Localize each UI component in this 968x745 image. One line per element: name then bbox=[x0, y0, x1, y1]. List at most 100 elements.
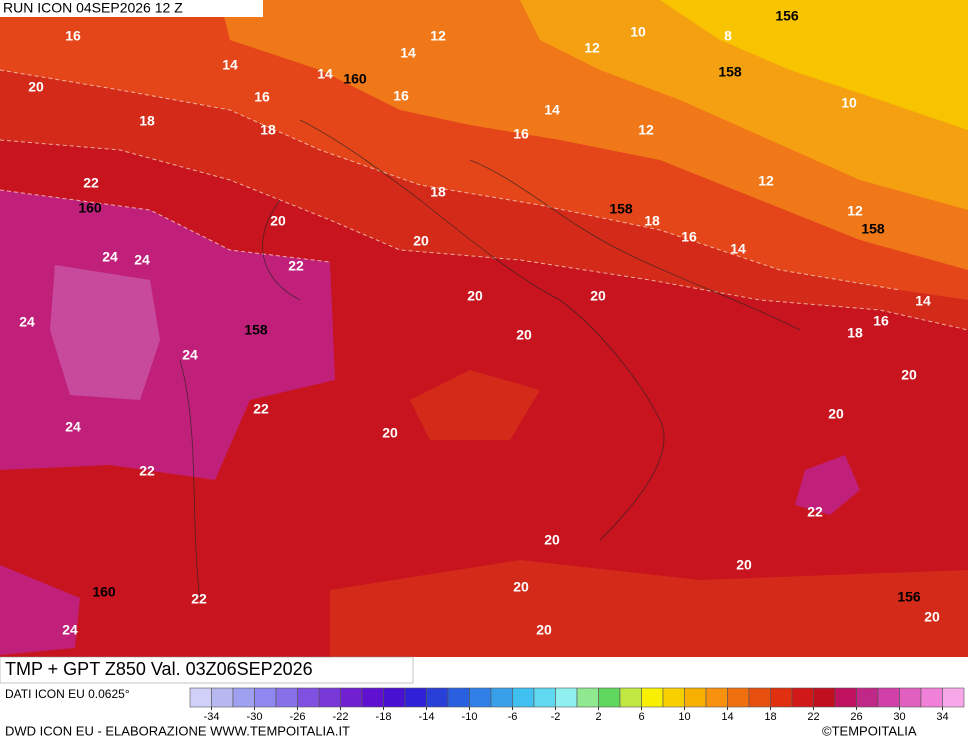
colorbar-tick-label: 6 bbox=[638, 711, 644, 723]
temperature-label: 20 bbox=[516, 327, 532, 343]
temperature-label: 18 bbox=[644, 213, 660, 229]
colorbar-box bbox=[533, 687, 556, 708]
colorbar-box bbox=[426, 687, 449, 708]
temperature-label: 22 bbox=[139, 463, 155, 479]
colorbar-tick-label: -14 bbox=[419, 711, 435, 723]
temperature-label: 12 bbox=[847, 203, 863, 219]
geopotential-label: 160 bbox=[343, 71, 367, 87]
temperature-label: 18 bbox=[260, 122, 276, 138]
colorbar-tick-label: -18 bbox=[376, 711, 392, 723]
colorbar-box bbox=[770, 687, 793, 708]
colorbar-box bbox=[340, 687, 363, 708]
temperature-label: 22 bbox=[807, 504, 823, 520]
temperature-label: 22 bbox=[253, 401, 269, 417]
temperature-label: 20 bbox=[590, 288, 606, 304]
colorbar-box bbox=[512, 687, 535, 708]
colorbar-box bbox=[619, 687, 642, 708]
colorbar-box bbox=[684, 687, 707, 708]
temperature-label: 24 bbox=[65, 419, 81, 435]
colorbar-box bbox=[469, 687, 492, 708]
temperature-label: 20 bbox=[270, 213, 286, 229]
colorbar-tick-label: 2 bbox=[595, 711, 601, 723]
colorbar-tick-label: 14 bbox=[721, 711, 733, 723]
temperature-label: 20 bbox=[28, 79, 44, 95]
temperature-label: 24 bbox=[62, 622, 78, 638]
geopotential-label: 158 bbox=[244, 322, 268, 338]
run-label: RUN ICON 04SEP2026 12 Z bbox=[3, 0, 183, 16]
colorbar-tick-label: -6 bbox=[508, 711, 518, 723]
temperature-label: 10 bbox=[841, 95, 857, 111]
colorbar-box bbox=[748, 687, 771, 708]
colorbar-box bbox=[942, 687, 965, 708]
temperature-label: 24 bbox=[134, 252, 150, 268]
colorbar-tick-label: -30 bbox=[247, 711, 263, 723]
title-box bbox=[0, 656, 414, 684]
temperature-label: 20 bbox=[828, 406, 844, 422]
colorbar-box bbox=[189, 687, 212, 708]
temperature-label: 14 bbox=[730, 241, 746, 257]
temperature-label: 20 bbox=[513, 579, 529, 595]
colorbar-box bbox=[856, 687, 879, 708]
colorbar-tick-label: -34 bbox=[204, 711, 220, 723]
copyright: ©TEMPOITALIA bbox=[822, 723, 917, 738]
temperature-label: 14 bbox=[400, 45, 416, 61]
temperature-label: 22 bbox=[191, 591, 207, 607]
temperature-label: 16 bbox=[873, 313, 889, 329]
colorbar-box bbox=[404, 687, 427, 708]
colorbar-box bbox=[813, 687, 836, 708]
temperature-label: 18 bbox=[139, 113, 155, 129]
geopotential-label: 158 bbox=[861, 221, 885, 237]
temperature-label: 8 bbox=[724, 28, 732, 44]
colorbar-box bbox=[899, 687, 922, 708]
colorbar-tick-label: -10 bbox=[462, 711, 478, 723]
temperature-label: 12 bbox=[758, 173, 774, 189]
colorbar-tick-label: 34 bbox=[936, 711, 948, 723]
colorbar-box bbox=[920, 687, 943, 708]
colorbar-box bbox=[361, 687, 384, 708]
temperature-label: 18 bbox=[430, 184, 446, 200]
temperature-label: 20 bbox=[536, 622, 552, 638]
colorbar-box bbox=[447, 687, 470, 708]
geopotential-label: 160 bbox=[78, 200, 102, 216]
colorbar-box bbox=[598, 687, 621, 708]
geopotential-label: 158 bbox=[609, 201, 633, 217]
temperature-label: 14 bbox=[222, 57, 238, 73]
temperature-label: 16 bbox=[254, 89, 270, 105]
temperature-label: 18 bbox=[847, 325, 863, 341]
temperature-label: 24 bbox=[102, 249, 118, 265]
temperature-label: 12 bbox=[430, 28, 446, 44]
temperature-label: 20 bbox=[544, 532, 560, 548]
colorbar-tick-label: 26 bbox=[850, 711, 862, 723]
geopotential-label: 158 bbox=[718, 64, 742, 80]
temperature-label: 24 bbox=[182, 347, 198, 363]
temperature-label: 10 bbox=[630, 24, 646, 40]
temperature-label: 20 bbox=[901, 367, 917, 383]
colorbar-box bbox=[727, 687, 750, 708]
colorbar-box bbox=[791, 687, 814, 708]
temperature-label: 20 bbox=[924, 609, 940, 625]
colorbar-box bbox=[275, 687, 298, 708]
temperature-label: 16 bbox=[513, 126, 529, 142]
colorbar-box bbox=[555, 687, 578, 708]
map-title: TMP + GPT Z850 Val. 03Z06SEP2026 bbox=[5, 659, 313, 679]
colorbar-box bbox=[297, 687, 320, 708]
colorbar-box bbox=[834, 687, 857, 708]
temperature-label: 20 bbox=[736, 557, 752, 573]
data-source: DATI ICON EU 0.0625° bbox=[5, 687, 130, 701]
contour-labels: 16 14 14 12 12 10 8 14 16 16 20 18 18 14 16 12 10 22 12 12 1… bbox=[19, 8, 940, 638]
temperature-label: 14 bbox=[544, 102, 560, 118]
colorbar-box bbox=[211, 687, 234, 708]
colorbar-tick-label: -22 bbox=[333, 711, 349, 723]
colorbar-box bbox=[490, 687, 513, 708]
colorbar-tick-label: 30 bbox=[893, 711, 905, 723]
colorbar-box bbox=[877, 687, 900, 708]
temperature-label: 22 bbox=[83, 175, 99, 191]
colorbar-tick-label: -26 bbox=[290, 711, 306, 723]
geopotential-label: 156 bbox=[897, 589, 921, 605]
colorbar-box bbox=[383, 687, 406, 708]
temperature-label: 24 bbox=[19, 314, 35, 330]
temperature-label: 20 bbox=[413, 233, 429, 249]
geopotential-label: 156 bbox=[775, 8, 799, 24]
temperature-label: 20 bbox=[467, 288, 483, 304]
